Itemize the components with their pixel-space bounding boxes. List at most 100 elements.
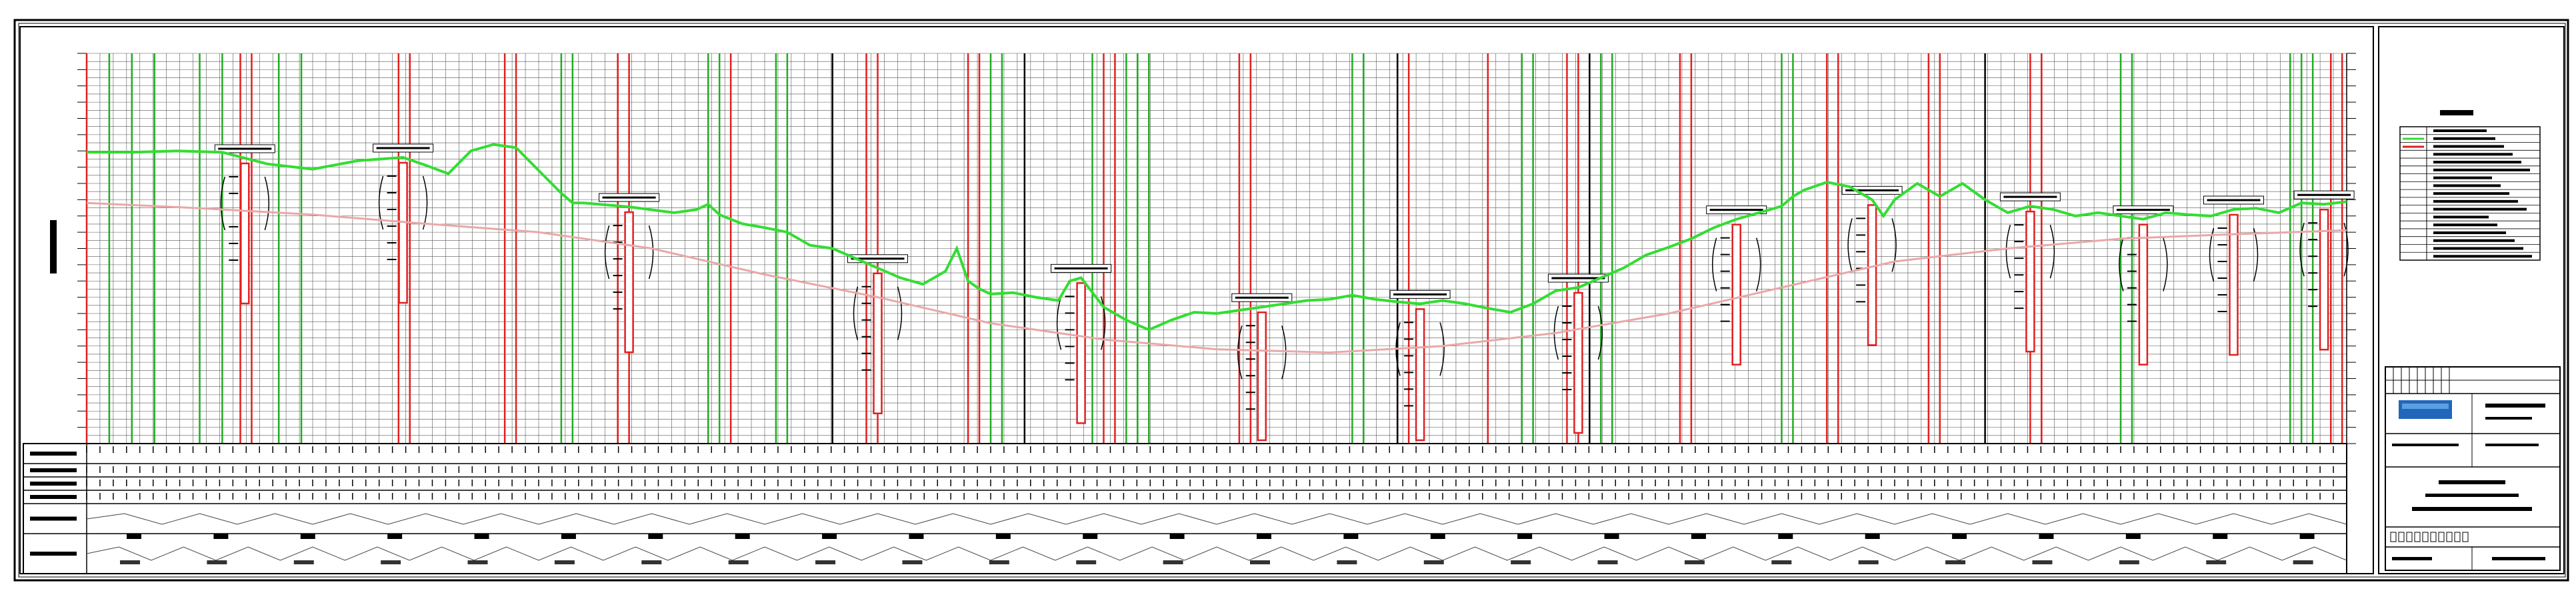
curve-data-label [1163, 560, 1183, 564]
table-row-header [30, 495, 77, 499]
elevation-axis-label [50, 220, 57, 273]
company-name [2485, 404, 2545, 408]
curve-data-label [2206, 560, 2227, 564]
curve-label [1083, 534, 1098, 539]
stamp-cell [2398, 532, 2405, 542]
curve-label [1778, 534, 1793, 539]
legend-entry-text [2433, 215, 2489, 219]
legend-entry-text [2433, 137, 2495, 140]
legend-entry-text [2433, 176, 2492, 179]
stamp-cell [2422, 532, 2429, 542]
stamp-cell [2462, 532, 2469, 542]
curve-label [735, 534, 750, 539]
curve-data-label [1684, 560, 1705, 564]
curve-data-label [728, 560, 749, 564]
curve-label [1430, 534, 1445, 539]
stamp-cell [2430, 532, 2437, 542]
table-row-header [30, 482, 77, 486]
curve-data-label [815, 560, 836, 564]
borehole-column [624, 211, 634, 354]
curve-data-label [1337, 560, 1357, 564]
curve-data-label [989, 560, 1009, 564]
curve-data-label [1076, 560, 1097, 564]
legend-frame [2399, 126, 2541, 261]
borehole-column [1257, 312, 1267, 442]
borehole-column [873, 272, 883, 414]
borehole-bracket [1711, 237, 1761, 291]
curve-data-label [2032, 560, 2053, 564]
curve-data-label [120, 560, 140, 564]
curve-label [2299, 534, 2315, 539]
borehole-column [1415, 308, 1425, 442]
curve-data-label [1511, 560, 1531, 564]
stamp-cell [2390, 532, 2397, 542]
project-label [2392, 444, 2459, 446]
curve-label [1952, 534, 1967, 539]
title-block-frame [2385, 366, 2561, 571]
curve-zigzag [86, 546, 2347, 561]
curve-label [648, 534, 663, 539]
borehole-column [2229, 213, 2239, 356]
curve-data-label [1771, 560, 1792, 564]
legend-entry-text [2433, 199, 2518, 203]
right-panel [2378, 26, 2565, 574]
stamp-cell [2414, 532, 2421, 542]
curve-data-label [1423, 560, 1444, 564]
sheet-border [13, 19, 2569, 582]
curve-data-label [1945, 560, 1966, 564]
borehole-bracket [2119, 237, 2168, 291]
legend-entry-text [2433, 192, 2509, 195]
curve-label [387, 534, 403, 539]
borehole-column [2025, 210, 2035, 353]
curve-label [1343, 534, 1359, 539]
curve-data-label [554, 560, 575, 564]
title-block [2385, 366, 2561, 571]
curve-data-label [1597, 560, 1618, 564]
legend-entry-text [2433, 153, 2513, 156]
table-row-header [30, 552, 77, 556]
drawing-title-line-1 [2439, 480, 2505, 484]
curve-label [2039, 534, 2054, 539]
curve-data-label [2293, 560, 2313, 564]
borehole-bracket [604, 225, 654, 279]
stamp-cell [2438, 532, 2445, 542]
curve-data-label [1858, 560, 1879, 564]
borehole-bracket [2005, 224, 2055, 279]
legend-entry-text [2433, 239, 2515, 242]
borehole-column [1076, 282, 1086, 424]
borehole-bracket [220, 176, 270, 231]
legend-block [2399, 110, 2541, 261]
alignment-zigzag [86, 513, 2347, 525]
curve-label [1691, 534, 1706, 539]
curve-label [2213, 534, 2228, 539]
stamp-cell [2446, 532, 2453, 542]
curve-data-label [207, 560, 227, 564]
stamp-cell [2406, 532, 2413, 542]
curve-label [822, 534, 837, 539]
ground-profile-line [87, 143, 2347, 332]
curve-label [300, 534, 315, 539]
borehole-bracket [2299, 222, 2349, 277]
curve-label [995, 534, 1011, 539]
legend-title [2440, 110, 2473, 115]
profile-grid [50, 53, 2356, 444]
table-row-header [30, 516, 77, 521]
legend-entry-text [2433, 255, 2532, 258]
client-label [2485, 444, 2539, 446]
borehole-column [1867, 204, 1877, 346]
legend-entry-text [2433, 145, 2504, 148]
curve-label [474, 534, 489, 539]
profile-frame [19, 26, 2374, 574]
legend-entry-text [2433, 223, 2497, 227]
curve-label [1517, 534, 1533, 539]
drawing-title-line-2 [2425, 494, 2519, 497]
curve-data-label [1250, 560, 1270, 564]
curve-data-label [293, 560, 314, 564]
borehole-column [398, 161, 408, 304]
curve-label [909, 534, 924, 539]
borehole-bracket [1847, 218, 1897, 272]
table-frame [23, 443, 2347, 574]
borehole-column [2138, 223, 2149, 366]
curve-label [1169, 534, 1185, 539]
legend-entry-text [2433, 161, 2521, 164]
